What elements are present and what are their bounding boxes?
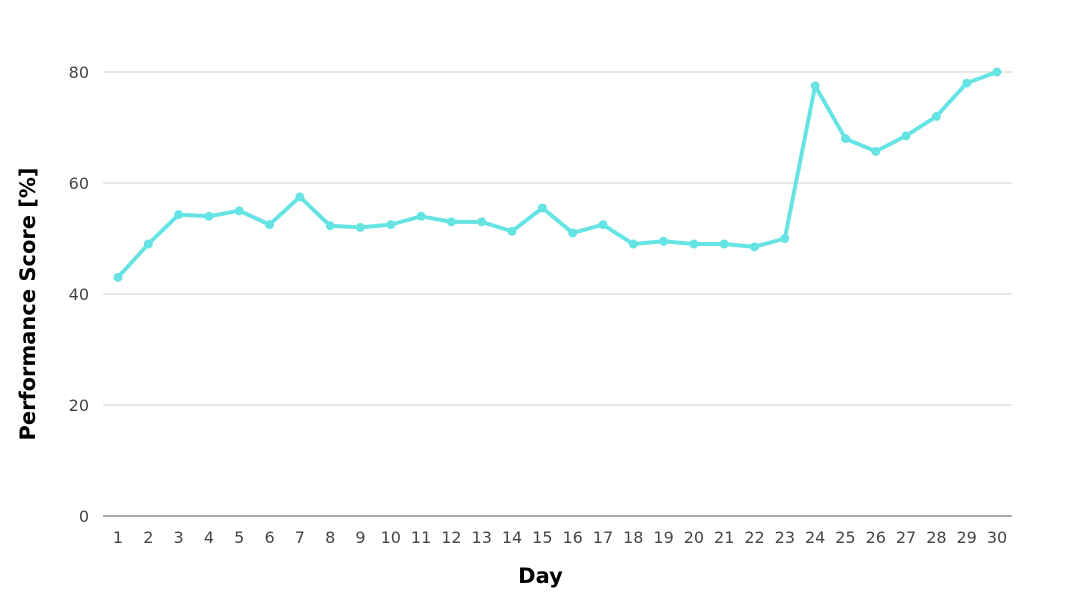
data-point xyxy=(719,239,729,249)
x-tick-label: 1 xyxy=(113,528,123,547)
x-tick-label: 15 xyxy=(532,528,552,547)
x-tick-label: 17 xyxy=(593,528,613,547)
x-tick-label: 13 xyxy=(472,528,492,547)
x-tick-label: 6 xyxy=(264,528,274,547)
x-tick-label: 2 xyxy=(143,528,153,547)
data-point xyxy=(386,220,396,230)
x-tick-label: 10 xyxy=(381,528,401,547)
data-point xyxy=(507,226,517,236)
data-point xyxy=(962,78,972,88)
y-tick-label: 60 xyxy=(69,174,89,193)
x-tick-labels: 1 2 3 4 5 6 7 8 9 10 11 12 13 14 15 16 17 18 19 20 21 22 23 24 2… xyxy=(113,528,1007,547)
x-tick-label: 19 xyxy=(653,528,673,547)
data-point xyxy=(871,146,881,156)
data-point xyxy=(355,222,365,232)
y-tick-label: 20 xyxy=(69,396,89,415)
data-point xyxy=(143,239,153,249)
x-tick-label: 29 xyxy=(957,528,977,547)
data-point xyxy=(689,239,699,249)
x-tick-label: 24 xyxy=(805,528,825,547)
data-point xyxy=(901,131,911,141)
x-tick-label: 21 xyxy=(714,528,734,547)
data-point xyxy=(265,220,275,230)
x-tick-label: 28 xyxy=(926,528,946,547)
x-tick-label: 4 xyxy=(204,528,214,547)
x-tick-label: 22 xyxy=(744,528,764,547)
x-tick-label: 7 xyxy=(295,528,305,547)
x-tick-label: 5 xyxy=(234,528,244,547)
x-tick-label: 26 xyxy=(866,528,886,547)
data-point xyxy=(598,220,608,230)
x-tick-label: 25 xyxy=(835,528,855,547)
data-point xyxy=(477,217,487,227)
data-point xyxy=(568,228,578,238)
data-point xyxy=(659,236,669,246)
x-axis-title: Day xyxy=(518,564,563,588)
x-tick-label: 11 xyxy=(411,528,431,547)
data-point xyxy=(204,211,214,221)
x-tick-label: 9 xyxy=(355,528,365,547)
data-point xyxy=(174,210,184,220)
x-tick-label: 18 xyxy=(623,528,643,547)
data-point xyxy=(750,242,760,252)
x-tick-label: 16 xyxy=(562,528,582,547)
data-point xyxy=(931,111,941,121)
y-tick-label: 80 xyxy=(69,63,89,82)
y-tick-labels: 0 20 40 60 80 xyxy=(69,63,89,526)
x-tick-label: 12 xyxy=(441,528,461,547)
x-tick-label: 27 xyxy=(896,528,916,547)
x-tick-label: 23 xyxy=(775,528,795,547)
data-point xyxy=(113,272,123,282)
y-axis-title: Performance Score [%] xyxy=(16,167,40,440)
data-point xyxy=(628,239,638,249)
series-group xyxy=(113,67,1002,282)
data-point xyxy=(840,134,850,144)
x-tick-label: 8 xyxy=(325,528,335,547)
data-point xyxy=(780,234,790,243)
y-tick-label: 0 xyxy=(79,507,89,526)
x-tick-label: 30 xyxy=(987,528,1007,547)
data-point xyxy=(992,67,1002,77)
x-tick-label: 14 xyxy=(502,528,522,547)
data-point xyxy=(810,81,820,91)
y-gridlines xyxy=(103,71,1012,406)
data-point xyxy=(295,192,305,202)
series-line xyxy=(116,70,999,280)
data-point xyxy=(234,206,244,216)
data-point xyxy=(446,217,456,227)
y-tick-label: 40 xyxy=(69,285,89,304)
x-tick-label: 20 xyxy=(684,528,704,547)
data-point xyxy=(416,211,426,221)
data-point xyxy=(325,221,335,231)
data-point xyxy=(537,203,547,213)
x-tick-label: 3 xyxy=(174,528,184,547)
